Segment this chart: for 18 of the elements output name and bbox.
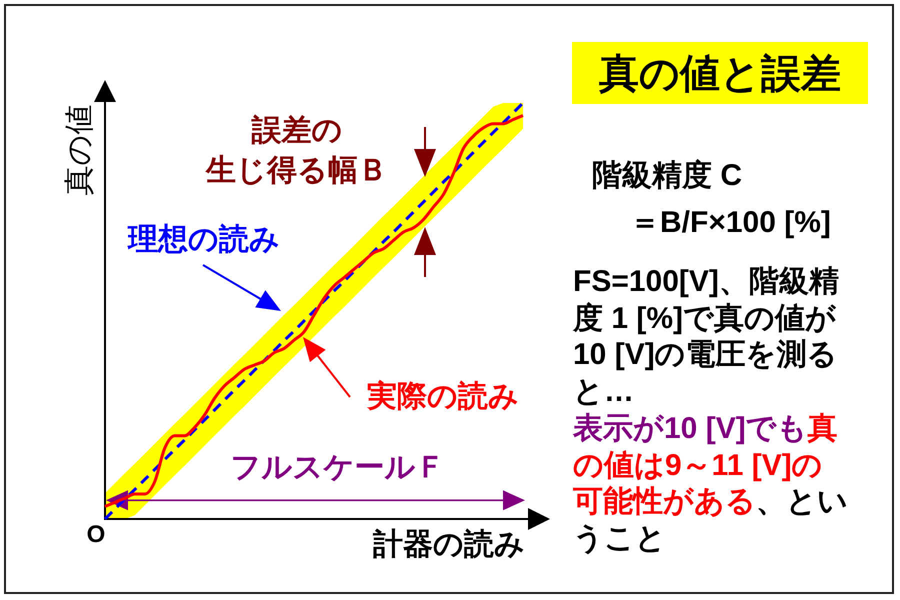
annotation: 生じ得る幅Ｂ [205, 154, 388, 187]
text: 表示が10 [V]でも [573, 412, 808, 445]
text: の値は9～11 [V]の [573, 448, 823, 482]
text: 真 [808, 412, 838, 445]
text: 理想の読み [127, 223, 280, 256]
y-axis-title: 真の値 [63, 104, 96, 196]
text: 階級精度 C [592, 158, 742, 194]
annotation: フルスケールＦ [230, 451, 446, 484]
text: 可能性がある [573, 485, 756, 518]
text: 真の値と誤差 [572, 42, 868, 104]
annotation: 誤差の [250, 114, 342, 147]
text: うこと [573, 522, 666, 555]
text: O [86, 521, 106, 548]
text: ＝B/F×100 [%] [630, 205, 831, 241]
x-axis-title: 計器の読み [372, 528, 525, 561]
text: 実際の読み [366, 379, 519, 413]
text: 、とい [756, 485, 848, 518]
text: FS=100[V]、階級精度 1 [%]で真の値が10 [V]の電圧を測ると… [573, 264, 840, 410]
